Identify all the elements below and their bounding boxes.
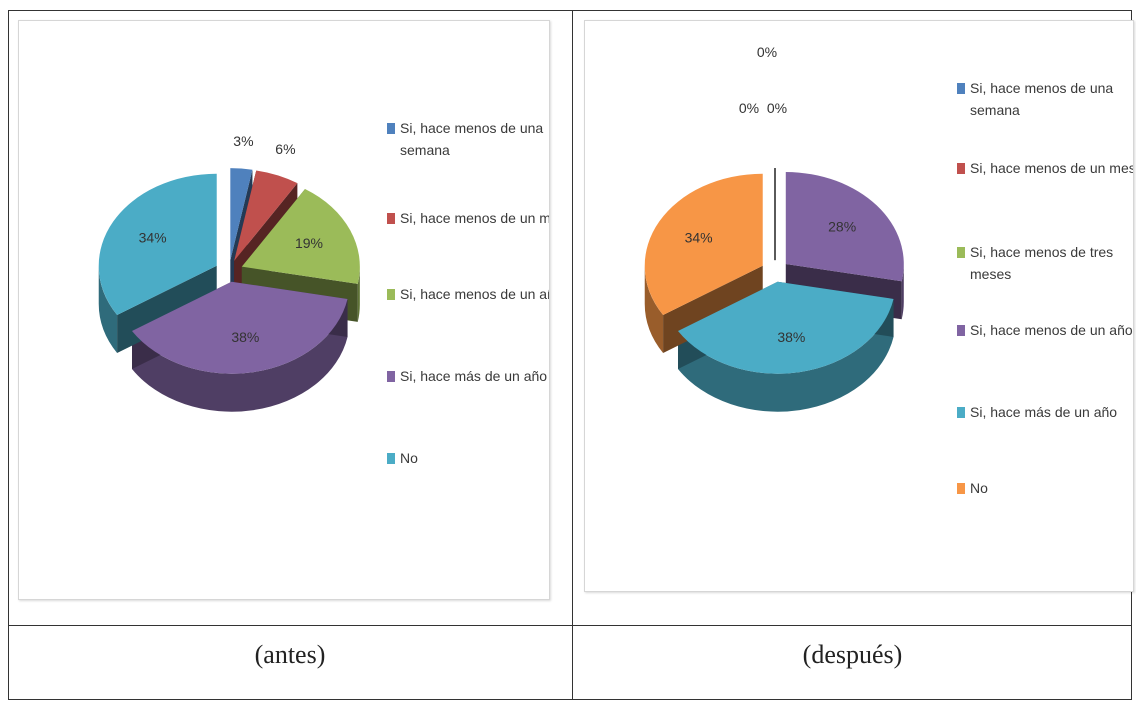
legend-label: No bbox=[970, 480, 988, 496]
value-label-si-hace-mas-de-un-ano: 38% bbox=[231, 329, 259, 345]
pie-tops bbox=[644, 168, 904, 374]
value-label-si-hace-menos-de-una-semana: 0% bbox=[757, 44, 777, 60]
legend-swatch bbox=[387, 289, 395, 300]
pie-value-labels: 0% 0% 0% 28% 38% 34% bbox=[685, 44, 857, 345]
legend-item-si-hace-menos-de-un-mes: Si, hace menos de un mes bbox=[387, 210, 566, 226]
slice-top-si-hace-menos-de-un-ano bbox=[785, 172, 904, 282]
value-label-si-hace-mas-de-un-ano: 38% bbox=[777, 329, 805, 345]
legend-item-si-hace-menos-de-un-mes: Si, hace menos de un mes bbox=[957, 160, 1136, 176]
value-label-si-hace-menos-de-una-semana: 3% bbox=[233, 133, 253, 149]
legend-swatch bbox=[957, 163, 965, 174]
slice-top-si-hace-menos-de-un-mes bbox=[234, 170, 298, 261]
pie-value-labels: 3% 6% 19% 38% 34% bbox=[139, 133, 323, 345]
legend-item-si-hace-mas-de-un-ano: Si, hace más de un año bbox=[387, 368, 547, 384]
chart-panel-despues: 0% 0% 0% 28% 38% 34% Si, hace menos de una sema… bbox=[584, 20, 1136, 592]
value-label-si-hace-menos-de-tres-meses: 0% bbox=[739, 100, 759, 116]
value-label-si-hace-menos-de-un-mes: 6% bbox=[275, 141, 295, 157]
legend-swatch bbox=[957, 407, 965, 418]
legend-item-si-hace-menos-de-un-ano: Si, hace menos de un año bbox=[387, 286, 563, 302]
legend-item-si-hace-menos-de-una-semana: Si, hace menos de una semana bbox=[957, 80, 1113, 118]
legend-label: No bbox=[400, 450, 418, 466]
value-label-si-hace-menos-de-un-ano: 28% bbox=[828, 219, 856, 235]
value-label-si-hace-menos-de-un-mes: 0% bbox=[767, 100, 787, 116]
value-label-si-hace-menos-de-un-ano: 19% bbox=[295, 235, 323, 251]
chart-panel-antes: 3% 6% 19% 38% 34% Si, hace menos de una semana… bbox=[18, 20, 566, 600]
legend-item-si-hace-menos-de-un-ano: Si, hace menos de un año bbox=[957, 322, 1133, 338]
slice-side-no bbox=[644, 265, 664, 354]
slice-side-si-hace-menos-de-un-ano bbox=[357, 266, 360, 322]
slice-top-si-hace-menos-de-una-semana bbox=[230, 168, 253, 261]
legend-label: Si, hace más de un año bbox=[400, 368, 547, 384]
legend-label: Si, hace menos de una semana bbox=[970, 80, 1113, 118]
legend-swatch bbox=[387, 123, 395, 134]
legend-label: Si, hace menos de un año bbox=[970, 322, 1133, 338]
legend-swatch bbox=[387, 453, 395, 464]
slice-top-no bbox=[98, 173, 217, 316]
caption-antes: (antes) bbox=[254, 640, 326, 669]
legend-swatch bbox=[957, 483, 965, 494]
legend-swatch bbox=[957, 325, 965, 336]
legend-item-si-hace-menos-de-una-semana: Si, hace menos de una semana bbox=[387, 120, 543, 158]
legend-swatch bbox=[957, 247, 965, 258]
legend: Si, hace menos de una semana Si, hace meno… bbox=[387, 120, 566, 466]
legend-swatch bbox=[387, 371, 395, 382]
legend-item-no: No bbox=[387, 450, 418, 466]
legend-item-si-hace-mas-de-un-ano: Si, hace más de un año bbox=[957, 404, 1117, 420]
pie-chart-despues: 0% 0% 0% 28% 38% 34% Si, hace menos de una sema… bbox=[644, 44, 1136, 496]
pie-tops bbox=[98, 168, 360, 374]
legend-label: Si, hace menos de una semana bbox=[400, 120, 543, 158]
legend-item-no: No bbox=[957, 480, 988, 496]
legend-label: Si, hace más de un año bbox=[970, 404, 1117, 420]
value-label-no: 34% bbox=[685, 229, 713, 245]
legend-label: Si, hace menos de un año bbox=[400, 286, 549, 302]
slice-side-si-hace-mas-de-un-ano bbox=[131, 298, 348, 412]
legend-swatch bbox=[387, 213, 395, 224]
slice-side-no bbox=[98, 265, 118, 354]
legend-label: Si, hace menos de tres meses bbox=[970, 244, 1113, 282]
legend-swatch bbox=[957, 83, 965, 94]
slice-top-no bbox=[644, 173, 763, 316]
legend-item-si-hace-menos-de-tres-meses: Si, hace menos de tres meses bbox=[957, 244, 1113, 282]
slice-top-si-hace-menos-de-un-ano bbox=[241, 188, 360, 284]
legend-label: Si, hace menos de un mes bbox=[400, 210, 549, 226]
caption-despues: (después) bbox=[802, 640, 903, 669]
row-divider bbox=[8, 625, 1132, 626]
slice-side-si-hace-menos-de-un-ano bbox=[901, 264, 904, 320]
slice-top-si-hace-mas-de-un-ano bbox=[677, 281, 894, 374]
slice-side-si-hace-mas-de-un-ano bbox=[677, 298, 894, 412]
pie-chart-antes: 3% 6% 19% 38% 34% Si, hace menos de una semana… bbox=[98, 120, 566, 466]
legend-label: Si, hace menos de un mes bbox=[970, 160, 1133, 176]
legend: Si, hace menos de una semana Si, hace meno… bbox=[957, 80, 1136, 496]
column-divider bbox=[572, 10, 573, 700]
slice-top-si-hace-mas-de-un-ano bbox=[131, 281, 348, 374]
value-label-no: 34% bbox=[139, 229, 167, 245]
